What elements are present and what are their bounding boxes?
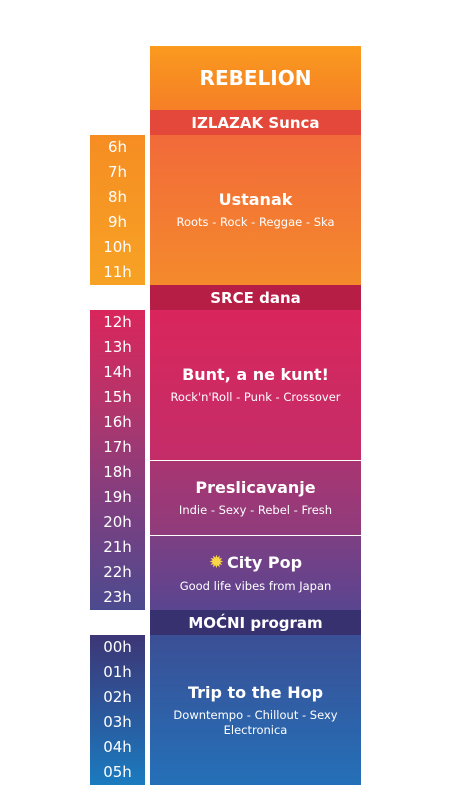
- hours-night: 00h 01h 02h 03h 04h 05h: [90, 635, 145, 785]
- hour-label: 16h: [103, 413, 132, 431]
- show-name: Preslicavanje: [195, 478, 316, 497]
- show-name: Bunt, a ne kunt!: [182, 365, 329, 384]
- block-header-morning: IZLAZAK Sunca: [150, 110, 361, 135]
- hour-label: 20h: [103, 513, 132, 531]
- block-label: IZLAZAK Sunca: [191, 113, 320, 132]
- show-preslicavanje[interactable]: Preslicavanje Indie - Sexy - Rebel - Fre…: [150, 461, 361, 535]
- hour-label: 11h: [103, 263, 132, 281]
- show-genre: Downtempo - Chillout - Sexy Electronica: [173, 707, 338, 737]
- hour-label: 17h: [103, 438, 132, 456]
- station-title: REBELION: [150, 46, 361, 110]
- block-header-day: SRCE dana: [150, 285, 361, 310]
- hour-label: 9h: [107, 213, 128, 231]
- hour-label: 19h: [103, 488, 132, 506]
- hour-label: 04h: [103, 738, 132, 756]
- hour-label: 22h: [103, 563, 132, 581]
- show-name: Trip to the Hop: [187, 682, 324, 702]
- show-ustanak[interactable]: Ustanak Roots - Rock - Reggae - Ska: [150, 135, 361, 285]
- hour-label: 05h: [103, 763, 132, 781]
- hour-label: 12h: [103, 313, 132, 331]
- hour-label: 21h: [103, 538, 132, 556]
- show-name: Ustanak: [218, 190, 293, 209]
- station-name: REBELION: [199, 66, 312, 90]
- hour-label: 01h: [103, 663, 132, 681]
- block-header-night: MOĆNI program: [150, 610, 361, 635]
- show-genre: Roots - Rock - Reggae - Ska: [176, 215, 335, 229]
- block-label: SRCE dana: [210, 288, 301, 307]
- hour-label: 6h: [107, 138, 128, 156]
- hour-label: 00h: [103, 638, 132, 656]
- show-genre: Good life vibes from Japan: [179, 579, 332, 593]
- hour-label: 02h: [103, 688, 132, 706]
- show-name-row: ✹ City Pop: [209, 552, 302, 573]
- block-label: MOĆNI program: [188, 613, 323, 632]
- hours-day: 12h 13h 14h 15h 16h 17h 18h 19h 20h 21h …: [90, 310, 145, 610]
- hour-label: 03h: [103, 713, 132, 731]
- sun-icon: ✹: [208, 552, 225, 573]
- hour-label: 10h: [103, 238, 132, 256]
- hour-label: 14h: [103, 363, 132, 381]
- hours-morning: 6h 7h 8h 9h 10h 11h: [90, 135, 145, 285]
- hour-label: 8h: [107, 188, 128, 206]
- hour-label: 13h: [103, 338, 132, 356]
- show-city-pop[interactable]: ✹ City Pop Good life vibes from Japan: [150, 536, 361, 610]
- hour-label: 7h: [107, 163, 128, 181]
- hour-label: 18h: [103, 463, 132, 481]
- show-name: City Pop: [227, 553, 303, 572]
- show-genre: Rock'n'Roll - Punk - Crossover: [170, 390, 341, 404]
- show-bunt[interactable]: Bunt, a ne kunt! Rock'n'Roll - Punk - Cr…: [150, 310, 361, 460]
- show-trip-to-the-hop[interactable]: Trip to the Hop Downtempo - Chillout - S…: [150, 635, 361, 785]
- hour-label: 23h: [103, 588, 132, 606]
- hour-label: 15h: [103, 388, 132, 406]
- show-genre: Indie - Sexy - Rebel - Fresh: [178, 503, 333, 517]
